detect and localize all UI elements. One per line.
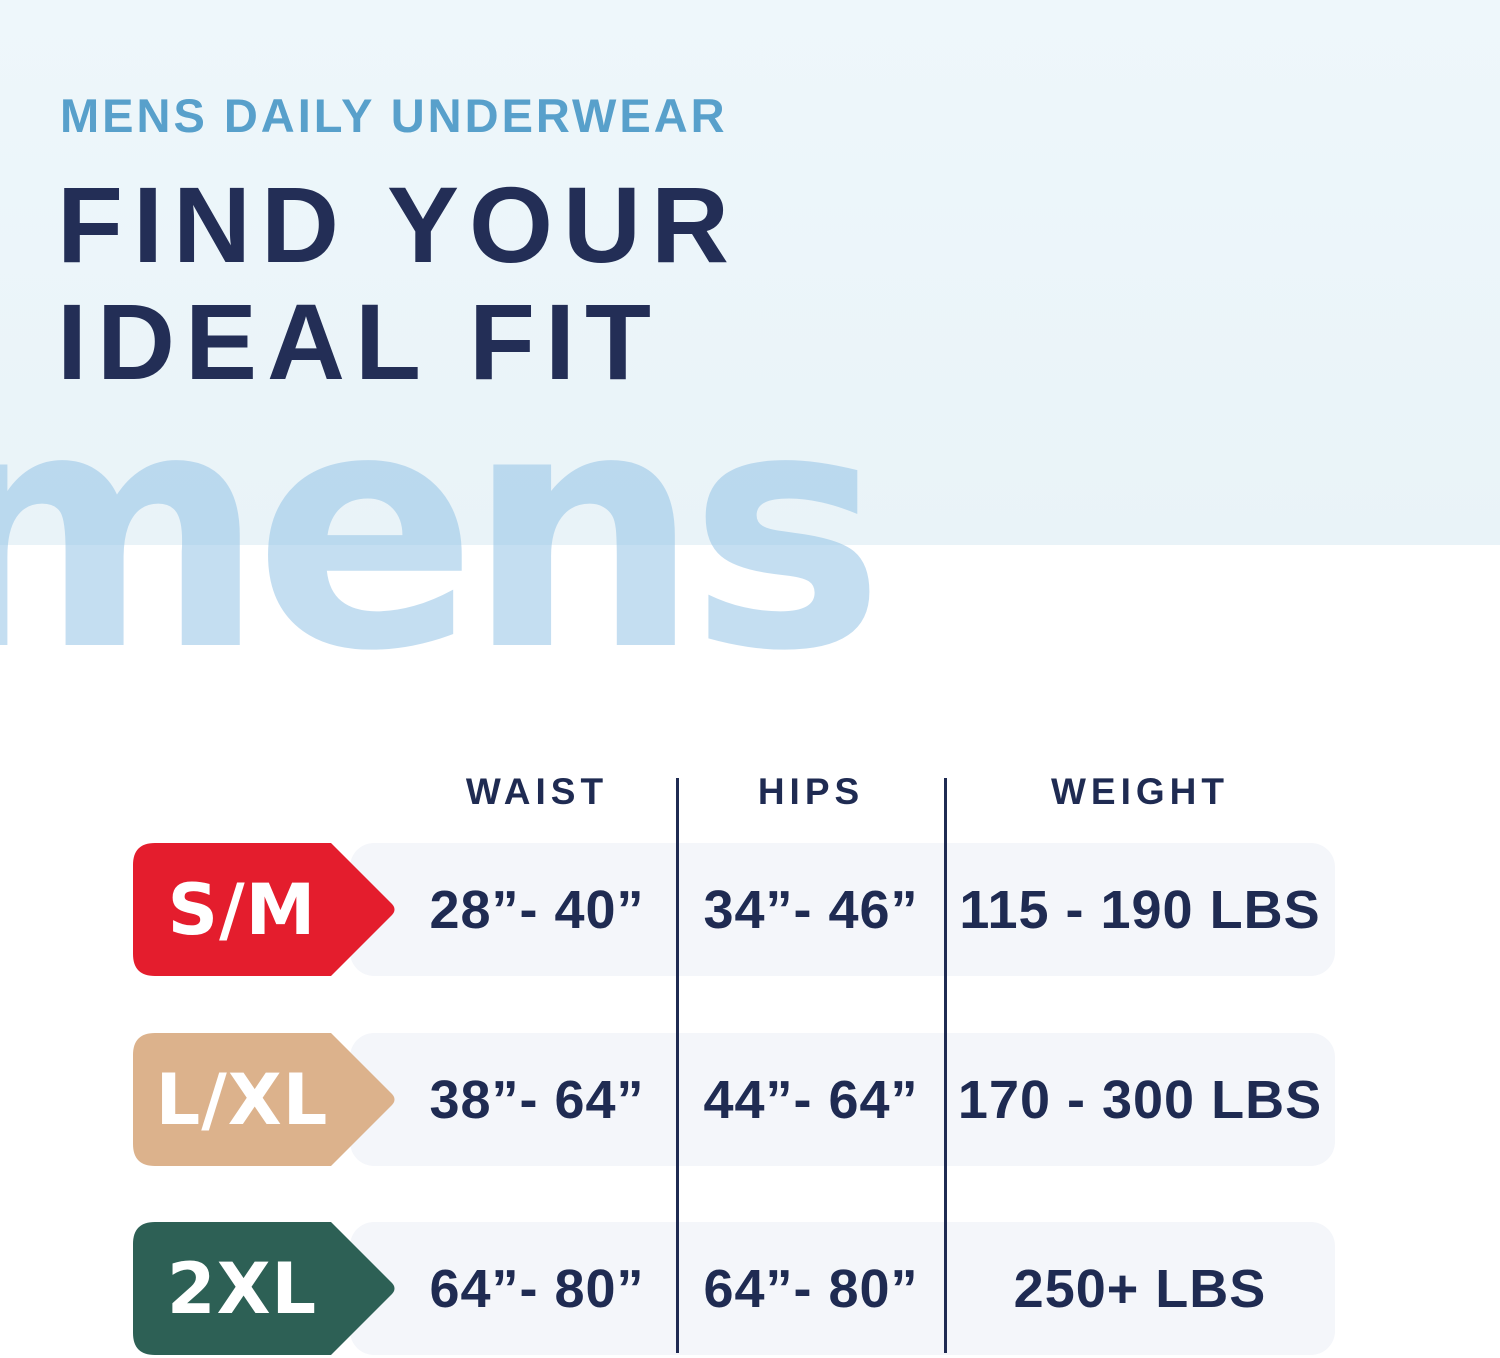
arrow-tag-icon [133,1033,395,1166]
row-background [350,1222,1335,1355]
weight-value: 250+ LBS [1013,1258,1267,1319]
column-divider-2 [944,778,947,1353]
column-header-weight: WEIGHT [1051,771,1229,812]
size-badge-lxl: L/XL [133,1033,397,1166]
column-header-hips: HIPS [757,771,865,812]
watermark-text: mens [0,339,885,723]
column-header-waist: WAIST [465,771,609,812]
weight-value: 115 - 190 LBS [959,879,1321,940]
hips-value: 64”- 80” [703,1258,919,1319]
size-badge-2xl: 2XL [133,1222,397,1355]
hero-background [0,0,1500,545]
hips-value: 34”- 46” [703,879,919,940]
weight-value: 170 - 300 LBS [957,1069,1323,1130]
category-label: MENS DAILY UNDERWEAR [60,89,728,142]
column-divider-1 [676,778,679,1353]
row-background [350,843,1335,976]
size-badge-label: L/XL [155,1058,329,1141]
waist-value: 64”- 80” [429,1258,645,1319]
page-title-line2: IDEAL FIT [57,281,662,402]
size-badge-sm: S/M [133,843,397,976]
table-row-lxl: L/XL 38”- 64” 44”- 64” 170 - 300 LBS [0,1033,1500,1166]
page-title: FIND YOUR IDEAL FIT [57,166,739,400]
size-badge-label: S/M [167,868,317,951]
arrow-tag-icon [133,1222,395,1355]
arrow-tag-icon [133,843,395,976]
page-title-line1: FIND YOUR [57,164,740,285]
waist-value: 38”- 64” [429,1069,645,1130]
size-badge-label: 2XL [166,1247,318,1330]
hips-value: 44”- 64” [703,1069,919,1130]
table-row-sm: S/M 28”- 40” 34”- 46” 115 - 190 LBS [0,843,1500,976]
waist-value: 28”- 40” [429,879,645,940]
table-row-2xl: 2XL 64”- 80” 64”- 80” 250+ LBS [0,1222,1500,1355]
row-background [350,1033,1335,1166]
